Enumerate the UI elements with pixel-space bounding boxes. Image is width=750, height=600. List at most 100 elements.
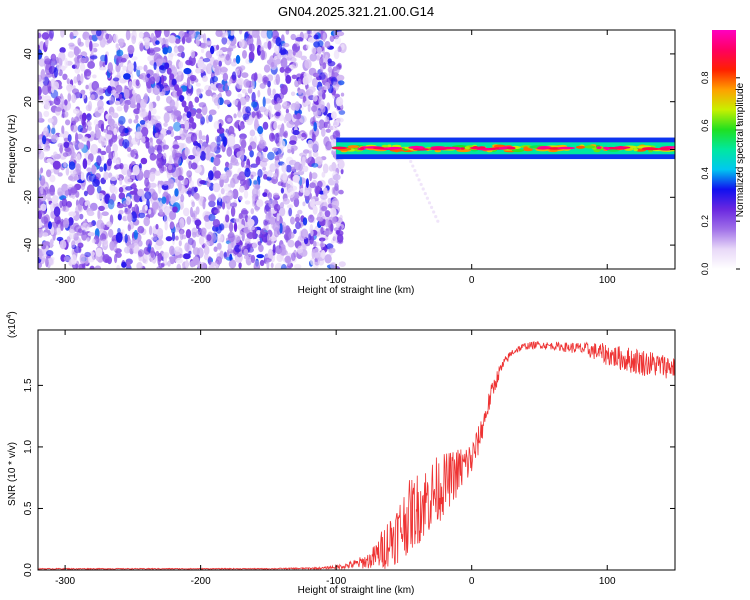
spectrogram-cell: [83, 68, 92, 77]
spectrogram-cell: [96, 155, 102, 167]
spectrogram-cell: [180, 194, 185, 203]
spectrogram-cell: [94, 265, 101, 269]
spectrogram-cell: [208, 114, 213, 123]
spectrogram-cell: [244, 167, 251, 178]
spectrogram-cell: [302, 201, 306, 207]
spectrogram-cell: [109, 96, 115, 106]
spectrogram-cell: [419, 182, 423, 187]
spectrogram-cell: [274, 103, 282, 111]
spectrogram-cell: [333, 186, 340, 196]
spectrogram-cell: [250, 208, 255, 215]
spectrogram-cell: [302, 149, 310, 154]
spectrogram-cell: [297, 78, 302, 85]
spectrogram-cell: [213, 246, 218, 252]
spectrogram-cell: [330, 138, 338, 148]
spectrogram-cell: [237, 100, 242, 111]
spectrogram-cell: [338, 159, 345, 169]
spectrogram-cell: [244, 200, 251, 205]
spectrogram-cell: [332, 174, 341, 181]
spectrogram-cell: [184, 120, 190, 131]
spectrogram-cell: [130, 149, 135, 158]
spectrogram-cell: [171, 231, 176, 242]
spectrogram-cell: [227, 117, 232, 123]
spectrogram-cell: [245, 178, 250, 190]
spectrogram-cell: [218, 49, 223, 55]
spectrogram-cell: [211, 207, 219, 215]
spectrogram-cell: [124, 233, 128, 244]
snr-xtick-label: 100: [599, 576, 616, 587]
spectrogram-cell: [168, 155, 173, 165]
spectrogram-cell: [176, 263, 182, 269]
spectrogram-cell: [75, 204, 83, 213]
spectrogram-cell: [167, 46, 173, 54]
spectrogram-cell: [429, 147, 448, 151]
spectrogram-cell: [96, 30, 102, 37]
spectrogram-cell: [92, 47, 98, 53]
spectrogram-cell: [333, 233, 338, 243]
spectrogram-cell: [249, 150, 254, 158]
spectrogram-cell: [218, 122, 222, 130]
spectrogram-cell: [144, 204, 148, 211]
spectrogram-cell: [340, 44, 345, 50]
spectrogram-cell: [168, 256, 175, 261]
spectrogram-cell: [120, 57, 127, 63]
spectrogram-cell: [169, 53, 174, 57]
spectrogram-cell: [62, 73, 68, 81]
spectrogram-cell: [251, 30, 260, 39]
spectrogram-cell: [225, 54, 230, 61]
spectrogram-cell: [112, 77, 120, 82]
spectrogram-cell: [313, 121, 318, 132]
spectrogram-cell: [207, 256, 212, 266]
spectrogram-cell: [90, 143, 99, 155]
spectrogram-cell: [194, 219, 202, 226]
snr-xtick-label: -300: [55, 576, 75, 587]
spectrogram-cell: [311, 140, 320, 152]
spectrogram-cell: [58, 51, 66, 62]
spectrogram-cell: [105, 33, 110, 40]
spectrogram-cell: [296, 248, 304, 254]
spectrogram-ylabel: Frequency (Hz): [7, 115, 18, 184]
spectrogram-cell: [329, 35, 335, 42]
spectrogram-cell: [188, 160, 192, 170]
spectrogram-cell: [295, 221, 301, 230]
spectrogram-cell: [286, 204, 294, 209]
spectrogram-cell: [195, 206, 200, 215]
spectrogram-cell: [301, 156, 306, 168]
spectrogram-cell: [242, 50, 247, 59]
spectrogram-cell: [46, 250, 54, 257]
spectrogram-cell: [233, 218, 240, 223]
spectrogram-cell: [280, 84, 288, 95]
spectrogram-cell: [50, 226, 55, 236]
spectrogram-cell: [123, 246, 131, 254]
spectrogram-cell: [118, 115, 126, 125]
spectrogram-cell: [274, 58, 282, 65]
spectrogram-cell: [256, 230, 262, 235]
spectrogram-cell: [184, 242, 190, 252]
spectrogram-cell: [296, 113, 301, 120]
spectrogram-cell: [248, 43, 253, 51]
spectrogram-cell: [241, 89, 247, 94]
spectrogram-cell: [294, 121, 299, 128]
spectrogram-cell: [205, 152, 210, 161]
spectrogram-cell: [139, 107, 147, 118]
spectrogram-cell: [163, 122, 168, 127]
spectrogram-cell: [237, 93, 243, 98]
spectrogram-cell: [98, 205, 105, 211]
spectrogram-cell: [68, 217, 74, 226]
spectrogram-cell: [47, 118, 54, 123]
spectrogram-cell: [206, 182, 211, 188]
spectrogram-cell: [205, 89, 213, 97]
spectrogram-cell: [417, 146, 424, 149]
spectrogram-cell: [49, 174, 56, 183]
spectrogram-cell: [229, 221, 234, 233]
spectrogram-cell: [41, 32, 50, 40]
spectrogram-cell: [168, 35, 176, 44]
spectrogram-cell: [162, 251, 170, 259]
spectrogram-cell: [258, 139, 267, 149]
spectrogram-cell: [89, 55, 98, 60]
spectrogram-cell: [239, 96, 247, 106]
spectrogram-cell: [282, 172, 288, 184]
spectrogram-cell: [76, 153, 81, 163]
spectrogram-cell: [359, 147, 364, 150]
spectrogram-cell: [603, 146, 609, 150]
